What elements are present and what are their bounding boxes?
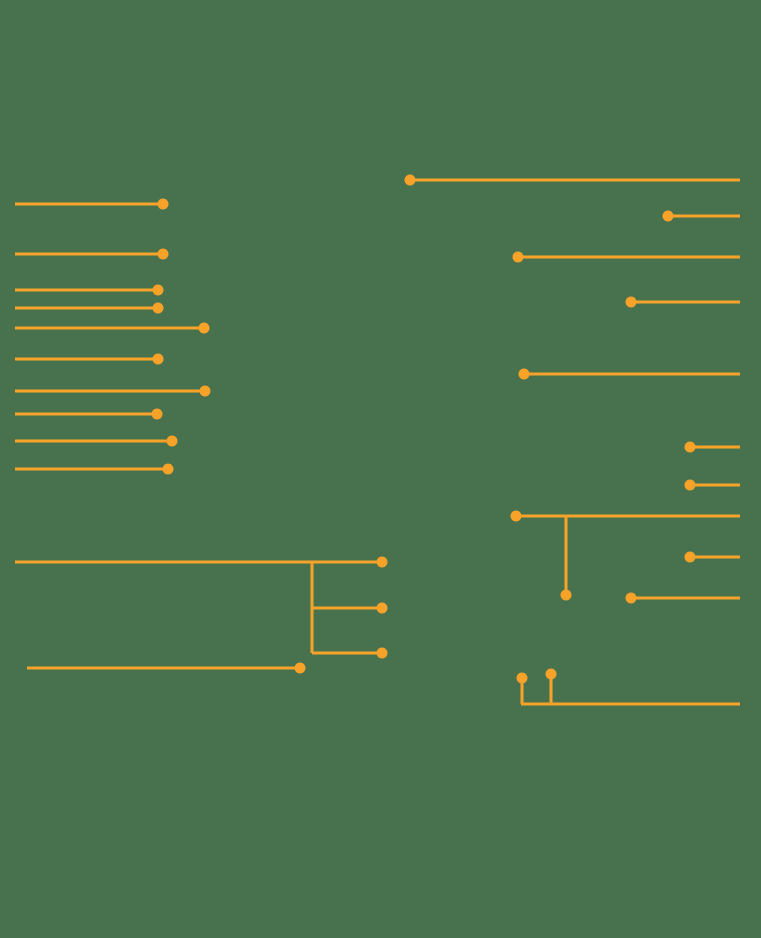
node-dot-right-mid bbox=[684, 441, 696, 453]
node-dot-right-mid bbox=[684, 551, 696, 563]
node-dot-left-bottom bbox=[376, 556, 388, 568]
node-dot-left-top bbox=[157, 198, 169, 210]
node-dot-right-top bbox=[404, 174, 416, 186]
node-dots-layer bbox=[151, 174, 696, 684]
node-dot-left-top bbox=[157, 248, 169, 260]
node-dot-right-top bbox=[662, 210, 674, 222]
node-dot-right-mid bbox=[510, 510, 522, 522]
node-dot-right-mid bbox=[684, 479, 696, 491]
node-dot-left-bottom bbox=[376, 602, 388, 614]
node-dot-left-bottom bbox=[376, 647, 388, 659]
node-dot-right-top bbox=[512, 251, 524, 263]
node-dot-right-top bbox=[625, 296, 637, 308]
node-dot-left-top bbox=[199, 385, 211, 397]
node-dot-left-top bbox=[151, 408, 163, 420]
node-dot-right-bottom bbox=[516, 672, 528, 684]
node-dot-right-mid bbox=[625, 592, 637, 604]
node-dot-left-bottom bbox=[294, 662, 306, 674]
node-dot-left-top bbox=[162, 463, 174, 475]
node-dot-left-top bbox=[198, 322, 210, 334]
connector-lines-layer bbox=[15, 178, 740, 706]
node-dot-left-top bbox=[166, 435, 178, 447]
node-dot-left-top bbox=[152, 284, 164, 296]
node-dot-right-top bbox=[518, 368, 530, 380]
node-dot-left-top bbox=[152, 302, 164, 314]
node-dot-right-bottom bbox=[545, 668, 557, 680]
node-dot-left-top bbox=[152, 353, 164, 365]
node-dot-right-mid bbox=[560, 589, 572, 601]
